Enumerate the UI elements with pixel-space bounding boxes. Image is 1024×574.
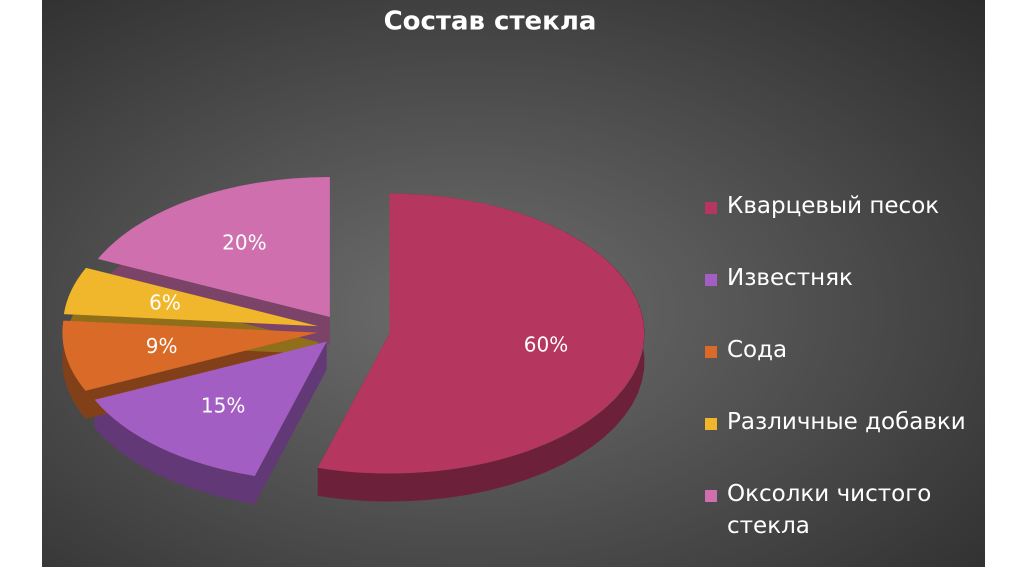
slice	[62, 320, 318, 391]
legend-item: Кварцевый песок	[705, 190, 985, 262]
legend-label: Сода	[727, 337, 788, 363]
legend-item: Известняк	[705, 262, 985, 334]
legend-item: Оксолки чистого стекла	[705, 478, 985, 550]
legend-label: Известняк	[727, 265, 853, 291]
legend-label: Оксолки чистого стекла	[727, 481, 932, 539]
legend-item: Сода	[705, 334, 985, 406]
legend-swatch	[705, 202, 717, 214]
slice	[97, 177, 330, 318]
data-label: 15%	[201, 394, 245, 418]
legend-swatch	[705, 418, 717, 430]
data-label: 60%	[524, 332, 568, 356]
legend-item: Различные добавки	[705, 406, 985, 478]
data-label: 6%	[149, 291, 181, 315]
legend-swatch	[705, 490, 717, 502]
legend-swatch	[705, 274, 717, 286]
legend-label: Различные добавки	[727, 409, 966, 435]
legend-swatch	[705, 346, 717, 358]
data-label: 9%	[146, 334, 178, 358]
slice	[63, 267, 318, 327]
slice	[317, 193, 645, 474]
legend: Кварцевый песок Известняк Сода Различные до…	[705, 190, 985, 550]
data-label: 20%	[222, 231, 266, 255]
legend-label: Кварцевый песок	[727, 193, 940, 219]
slice	[94, 341, 327, 476]
slice-tops	[62, 177, 645, 476]
chart-title: Состав стекла	[384, 7, 597, 37]
